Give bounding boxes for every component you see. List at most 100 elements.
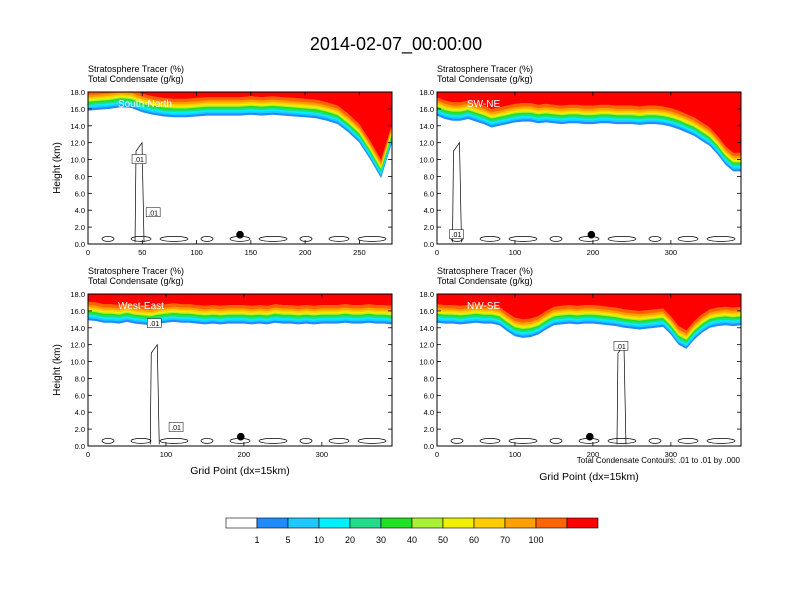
plot-area: .01 xyxy=(437,92,741,244)
y-tick-label: 14.0 xyxy=(70,324,85,333)
x-tick-label: 0 xyxy=(86,248,90,257)
x-tick-label: 100 xyxy=(509,248,522,257)
contour-loop xyxy=(357,438,387,444)
contour-label: .01 xyxy=(616,344,626,351)
colorbar-swatch-3 xyxy=(318,517,351,529)
contour-loop xyxy=(549,438,563,444)
contour-label: .01 xyxy=(134,157,144,164)
colorbar-swatch-2 xyxy=(287,517,320,529)
x-axis-label: Grid Point (dx=15km) xyxy=(539,471,639,483)
contour-loop xyxy=(130,438,152,444)
panel-title-line2: Total Condensate (g/kg) xyxy=(88,74,184,84)
y-tick-label: 2.0 xyxy=(75,425,85,434)
panel-title-line2: Total Condensate (g/kg) xyxy=(88,276,184,286)
colorbar-label: 50 xyxy=(438,535,448,545)
y-tick-label: 12.0 xyxy=(419,341,434,350)
x-tick-label: 200 xyxy=(238,450,251,459)
y-tick-label: 10.0 xyxy=(70,156,85,165)
y-tick-label: 16.0 xyxy=(70,307,85,316)
contour-column xyxy=(134,141,145,243)
y-axis-label: Height (km) xyxy=(52,344,63,396)
panel-title-line2: Total Condensate (g/kg) xyxy=(437,276,533,286)
y-tick-label: 8.0 xyxy=(75,172,85,181)
colorbar-label: 10 xyxy=(314,535,324,545)
y-tick-label: 0.0 xyxy=(424,240,434,249)
tracer-band-9 xyxy=(437,92,741,157)
panel-frame xyxy=(436,293,742,447)
y-tick-label: 16.0 xyxy=(419,105,434,114)
y-tick-label: 2.0 xyxy=(424,223,434,232)
contour-loop xyxy=(648,236,662,242)
colorbar-swatch-9 xyxy=(504,517,537,529)
y-tick-label: 10.0 xyxy=(70,358,85,367)
panel-label: West-East xyxy=(118,301,164,312)
contour-loop xyxy=(706,438,736,444)
contour-label-box xyxy=(168,422,184,432)
panel-frame xyxy=(87,91,393,245)
colorbar-swatch-5 xyxy=(380,517,413,529)
panel-title-line1: Stratosphere Tracer (%) xyxy=(88,266,184,276)
colorbar-label: 70 xyxy=(500,535,510,545)
x-tick-label: 0 xyxy=(435,248,439,257)
contour-loop xyxy=(328,438,350,444)
colorbar-swatch-6 xyxy=(411,517,444,529)
panel-south-north: Stratosphere Tracer (%)Total Condensate … xyxy=(52,64,393,257)
condensate-contours xyxy=(101,343,387,445)
contour-label-box xyxy=(145,207,161,218)
tracer-band-10 xyxy=(437,294,741,331)
y-tick-label: 14.0 xyxy=(70,122,85,131)
x-tick-label: 250 xyxy=(353,248,366,257)
y-tick-label: 0.0 xyxy=(424,442,434,451)
colorbar-swatch-8 xyxy=(473,517,506,529)
colorbar-label: 100 xyxy=(528,535,543,545)
panel-label: SW-NE xyxy=(467,99,500,110)
location-marker xyxy=(236,432,245,441)
colorbar-label: 40 xyxy=(407,535,417,545)
plot-area: .01 xyxy=(437,294,741,446)
figure-title: 2014-02-07_00:00:00 xyxy=(310,34,482,55)
x-axis-label: Grid Point (dx=15km) xyxy=(190,465,290,477)
x-tick-label: 50 xyxy=(138,248,146,257)
y-tick-label: 4.0 xyxy=(75,206,85,215)
y-tick-label: 10.0 xyxy=(419,358,434,367)
panel-sw-ne: Stratosphere Tracer (%)Total Condensate … xyxy=(419,64,742,257)
x-tick-label: 200 xyxy=(587,450,600,459)
plot-area: .01 .01 xyxy=(88,294,392,446)
y-tick-label: 4.0 xyxy=(424,408,434,417)
tracer-band-10 xyxy=(88,294,392,307)
contour-label: .01 xyxy=(149,321,159,328)
y-tick-label: 18.0 xyxy=(70,88,85,97)
y-tick-label: 8.0 xyxy=(424,374,434,383)
tracer-band-3 xyxy=(88,92,392,173)
contour-loop xyxy=(130,236,152,242)
contour-label: .01 xyxy=(452,232,462,239)
location-marker xyxy=(585,432,594,441)
contour-loop xyxy=(706,236,736,242)
location-marker xyxy=(587,230,596,239)
x-tick-label: 100 xyxy=(190,248,203,257)
y-tick-label: 6.0 xyxy=(424,189,434,198)
panel-title-line1: Stratosphere Tracer (%) xyxy=(88,64,184,74)
contour-loop xyxy=(508,438,538,444)
colorbar-swatch-1 xyxy=(256,517,289,529)
colorbar-swatch-0 xyxy=(225,517,258,529)
y-tick-label: 8.0 xyxy=(75,374,85,383)
colorbar-swatch-11 xyxy=(566,517,599,529)
y-tick-label: 12.0 xyxy=(70,139,85,148)
y-tick-label: 4.0 xyxy=(75,408,85,417)
y-tick-label: 10.0 xyxy=(419,156,434,165)
contour-label-box xyxy=(613,341,629,351)
panel-frame xyxy=(436,91,742,245)
y-tick-label: 0.0 xyxy=(75,442,85,451)
tracer-band-10 xyxy=(437,92,741,153)
contour-label: .01 xyxy=(148,210,158,217)
colorbar-label: 20 xyxy=(345,535,355,545)
tracer-band-10 xyxy=(88,92,392,160)
contour-loop xyxy=(299,438,313,444)
contour-loop xyxy=(200,438,214,444)
y-tick-label: 2.0 xyxy=(424,425,434,434)
y-tick-label: 6.0 xyxy=(75,189,85,198)
y-tick-label: 6.0 xyxy=(75,391,85,400)
contour-footnote: Total Condensate Contours: .01 to .01 by… xyxy=(577,456,741,465)
